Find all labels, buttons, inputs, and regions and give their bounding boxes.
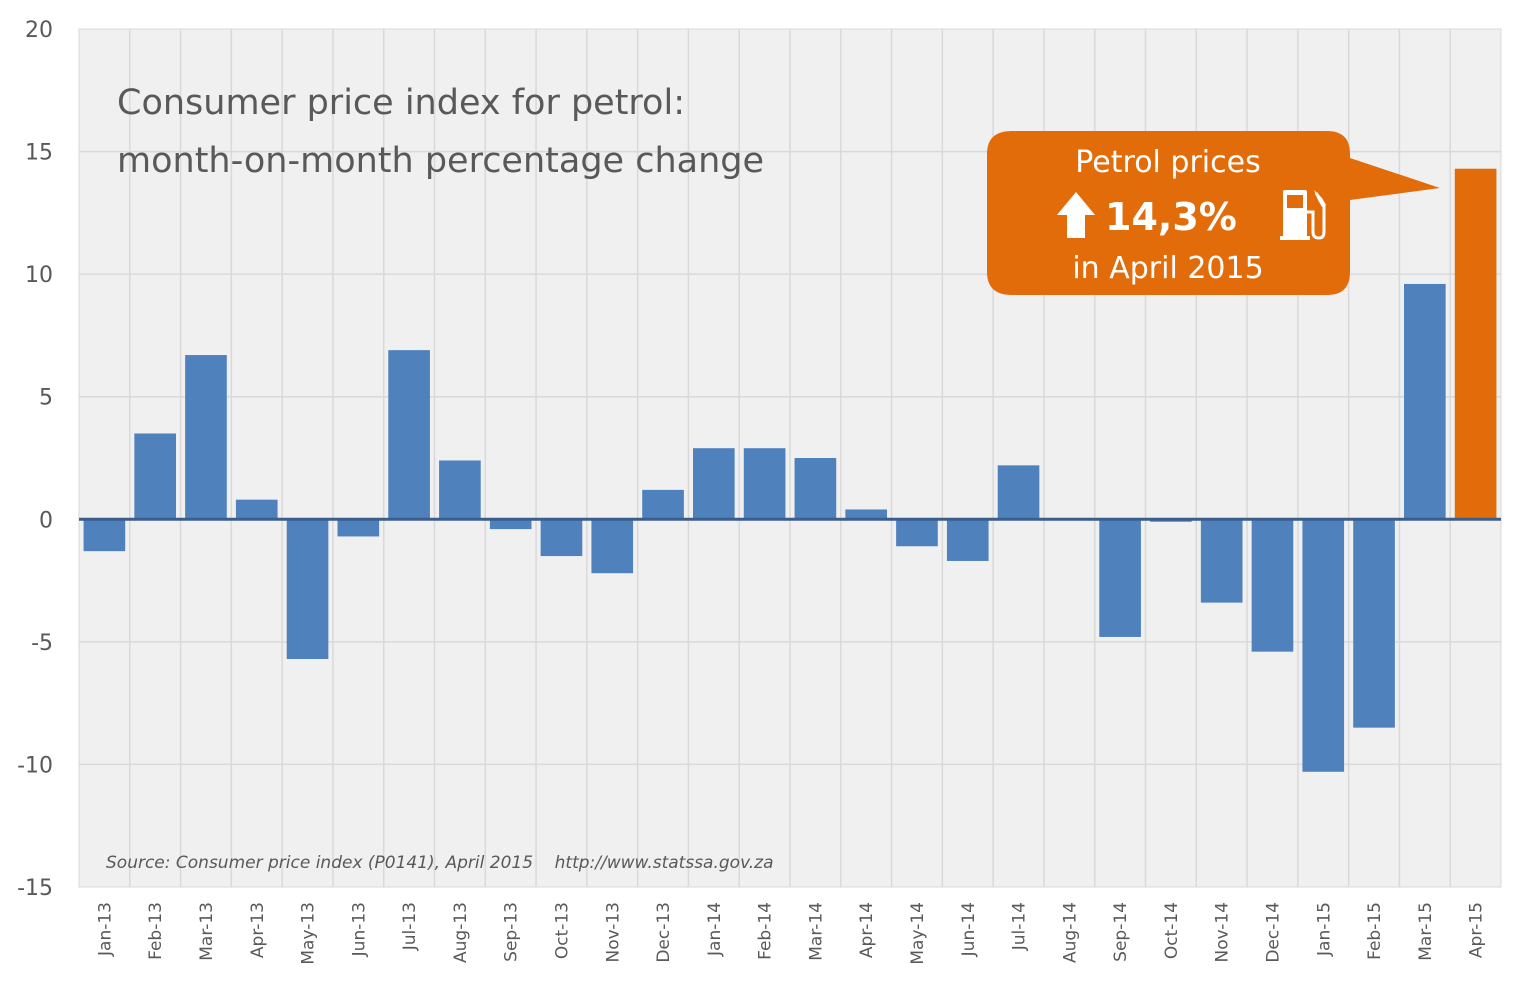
x-tick-label: Jan-14 bbox=[705, 902, 725, 957]
bar-jun-13 bbox=[337, 519, 380, 537]
bar-dec-13 bbox=[642, 489, 684, 520]
x-tick-label: Sep-13 bbox=[502, 902, 522, 962]
x-tick-label: Nov-14 bbox=[1213, 902, 1233, 963]
bar-feb-15 bbox=[1353, 519, 1395, 728]
callout: Petrol prices 14,3% in April 2015 bbox=[987, 131, 1440, 295]
y-tick-label: -15 bbox=[17, 876, 53, 901]
x-tick-label: Aug-14 bbox=[1060, 902, 1080, 963]
x-tick-label: Dec-14 bbox=[1263, 902, 1283, 963]
bars bbox=[83, 168, 1497, 772]
bar-feb-13 bbox=[134, 433, 177, 520]
fuel-pump-icon bbox=[1280, 190, 1326, 240]
callout-bubble bbox=[987, 131, 1440, 295]
chart-title-line-2: month-on-month percentage change bbox=[117, 141, 764, 181]
x-tick-label: Apr-15 bbox=[1467, 902, 1487, 958]
x-tick-label: May-14 bbox=[908, 902, 928, 965]
bar-jan-14 bbox=[692, 448, 735, 520]
y-tick-label: -10 bbox=[17, 753, 53, 778]
x-tick-label: Apr-14 bbox=[857, 902, 877, 958]
x-tick-label: Dec-13 bbox=[654, 902, 674, 963]
x-tick-label: Feb-15 bbox=[1365, 902, 1385, 960]
bar-feb-14 bbox=[743, 448, 786, 520]
bar-aug-13 bbox=[439, 460, 481, 520]
y-tick-label: 0 bbox=[39, 508, 53, 533]
bar-mar-14 bbox=[794, 458, 837, 520]
y-axis-ticks: 20 15 10 5 0 -5 -10 -15 bbox=[17, 18, 53, 901]
bar-apr-15 bbox=[1454, 168, 1497, 520]
source-note: Source: Consumer price index (P0141), Ap… bbox=[106, 853, 774, 873]
bar-apr-13 bbox=[235, 499, 278, 520]
bar-jan-13 bbox=[83, 519, 126, 552]
x-tick-label: Mar-15 bbox=[1416, 902, 1436, 961]
x-tick-label: Nov-13 bbox=[603, 902, 623, 963]
chart-title-line-1: Consumer price index for petrol: bbox=[117, 83, 685, 123]
bar-may-14 bbox=[896, 519, 938, 547]
bar-may-13 bbox=[286, 519, 329, 660]
x-tick-label: Oct-14 bbox=[1162, 902, 1182, 959]
y-tick-label: -5 bbox=[31, 631, 53, 656]
x-tick-label: Mar-14 bbox=[806, 902, 826, 961]
bar-mar-15 bbox=[1403, 283, 1446, 520]
y-tick-label: 20 bbox=[25, 18, 53, 43]
x-tick-label: Jun-14 bbox=[959, 902, 979, 957]
up-arrow-icon bbox=[1057, 192, 1095, 238]
bar-apr-14 bbox=[845, 509, 888, 520]
bar-nov-14 bbox=[1200, 519, 1243, 603]
y-tick-label: 15 bbox=[25, 141, 53, 166]
x-tick-label: Sep-14 bbox=[1111, 902, 1131, 962]
x-tick-label: Feb-14 bbox=[756, 902, 776, 960]
bar-jul-13 bbox=[388, 350, 430, 520]
x-tick-label: Feb-13 bbox=[146, 902, 166, 960]
x-tick-label: Jul-13 bbox=[400, 902, 420, 951]
x-tick-label: May-13 bbox=[299, 902, 319, 965]
x-tick-label: Jul-14 bbox=[1010, 902, 1030, 951]
x-tick-label: Oct-13 bbox=[552, 902, 572, 959]
x-tick-label: Jan-15 bbox=[1314, 902, 1334, 957]
bar-mar-13 bbox=[185, 355, 227, 520]
bar-sep-14 bbox=[1099, 519, 1141, 637]
x-tick-label: Mar-13 bbox=[197, 902, 217, 961]
bar-nov-13 bbox=[591, 519, 634, 574]
bar-jun-14 bbox=[946, 519, 989, 561]
x-tick-label: Jan-13 bbox=[95, 902, 115, 957]
callout-line-1: Petrol prices bbox=[1075, 145, 1260, 180]
bar-jan-15 bbox=[1302, 519, 1345, 772]
bar-sep-13 bbox=[489, 519, 532, 530]
bar-jul-14 bbox=[997, 465, 1040, 520]
x-tick-label: Apr-13 bbox=[248, 902, 268, 958]
x-tick-label: Aug-13 bbox=[451, 902, 471, 963]
callout-line-3: in April 2015 bbox=[1072, 251, 1263, 286]
x-tick-label: Jun-13 bbox=[349, 902, 369, 957]
x-axis-ticks: Jan-13 Feb-13 Mar-13 Apr-13 May-13 Jun-13 Jul-… bbox=[95, 902, 1486, 965]
callout-value: 14,3% bbox=[1105, 195, 1237, 239]
y-tick-label: 10 bbox=[25, 263, 53, 288]
bar-oct-13 bbox=[540, 519, 583, 557]
bar-dec-14 bbox=[1251, 519, 1294, 652]
y-tick-label: 5 bbox=[39, 386, 53, 411]
